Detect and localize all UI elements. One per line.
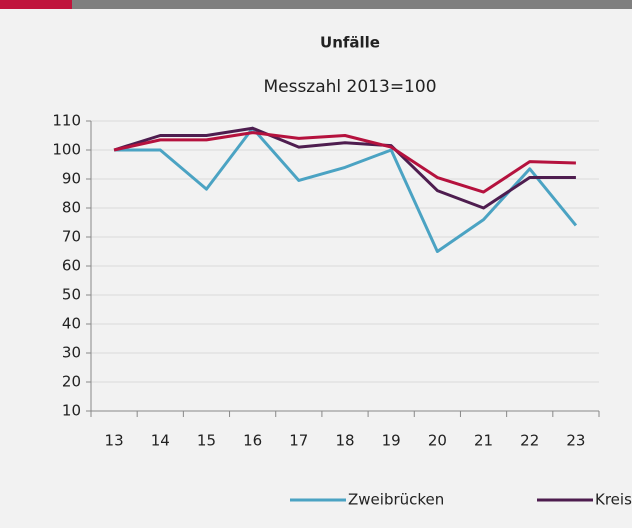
x-tick-label: 15 [197,432,216,450]
x-tick-label: 20 [428,432,447,450]
y-tick-label: 90 [62,170,81,188]
x-tick-label: 21 [474,432,493,450]
y-tick-label: 40 [62,315,81,333]
legend-label: Zweibrücken [348,491,444,509]
top-bar [0,0,632,9]
legend-label: Kreisf [595,491,632,509]
y-tick-label: 110 [52,112,81,130]
x-tick-label: 14 [151,432,170,450]
x-tick-label: 16 [243,432,262,450]
x-tick-label: 22 [520,432,539,450]
series-line [114,126,578,253]
x-tick-label: 18 [335,432,354,450]
y-tick-label: 20 [62,373,81,391]
chart-subtitle: Messzahl 2013=100 [263,77,436,97]
x-tick-label: 13 [105,432,124,450]
y-tick-label: 80 [62,199,81,217]
y-tick-label: 30 [62,344,81,362]
top-accent [0,0,72,9]
x-tick-label: 17 [289,432,308,450]
x-tick-label: 19 [382,432,401,450]
y-tick-label: 70 [62,228,81,246]
x-tick-label: 23 [566,432,585,450]
y-tick-label: 60 [62,257,81,275]
y-tick-label: 10 [62,402,81,420]
chart-title: Unfälle [320,34,380,52]
y-tick-label: 50 [62,286,81,304]
series-line [113,126,576,210]
y-tick-label: 100 [52,141,81,159]
series-line [113,131,576,194]
